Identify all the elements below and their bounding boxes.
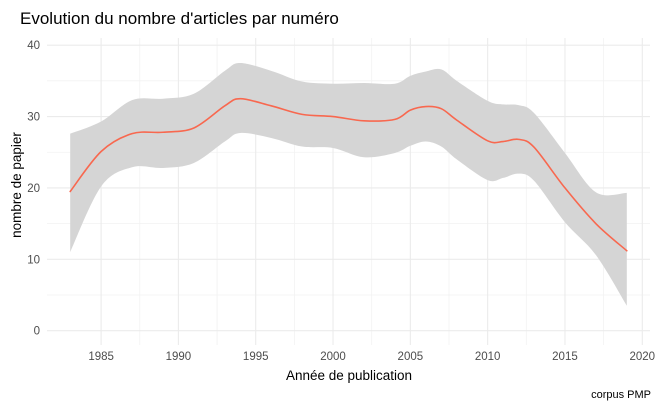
x-tick-label: 1985 bbox=[88, 351, 114, 363]
confidence-band bbox=[70, 62, 627, 306]
x-tick-label: 2000 bbox=[320, 351, 346, 363]
y-tick-label: 10 bbox=[27, 254, 40, 266]
y-axis-label: nombre de papier bbox=[9, 132, 24, 238]
y-tick-label: 40 bbox=[27, 40, 40, 52]
x-tick-label: 1990 bbox=[166, 351, 192, 363]
x-axis-label: Année de publication bbox=[286, 368, 412, 383]
x-tick-label: 2005 bbox=[398, 351, 424, 363]
y-tick-label: 20 bbox=[27, 183, 40, 195]
y-tick-label: 30 bbox=[27, 112, 40, 124]
x-tick-label: 1995 bbox=[243, 351, 269, 363]
chart-caption: corpus PMP bbox=[591, 389, 651, 401]
series-lines bbox=[69, 97, 628, 252]
chart-title: Evolution du nombre d'articles par numér… bbox=[20, 9, 339, 28]
y-tick-labels: 0 10 20 30 40 bbox=[27, 40, 40, 338]
x-tick-label: 2015 bbox=[552, 351, 578, 363]
x-tick-label: 2010 bbox=[475, 351, 501, 363]
x-tick-labels: 1985 1990 1995 2000 2005 2010 2015 2020 bbox=[88, 351, 655, 363]
confidence-bands bbox=[70, 62, 627, 306]
y-tick-label: 0 bbox=[34, 326, 40, 338]
x-tick-label: 2020 bbox=[629, 351, 655, 363]
series-line bbox=[69, 97, 628, 252]
